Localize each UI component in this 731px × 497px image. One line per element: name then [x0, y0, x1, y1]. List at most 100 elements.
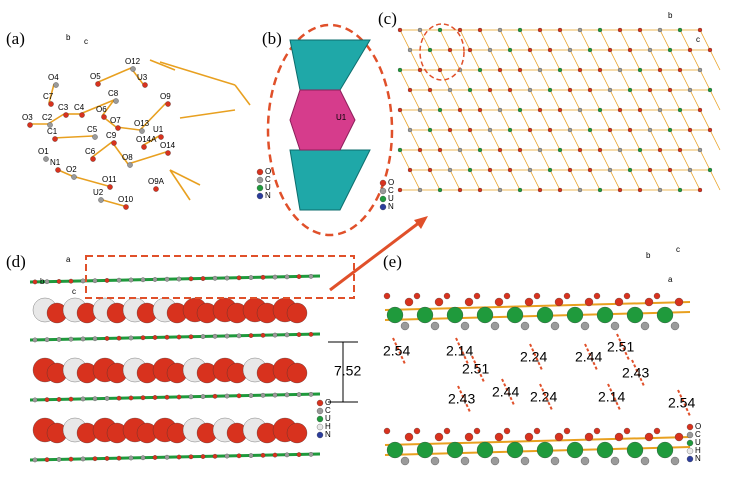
bond — [149, 59, 176, 71]
atom-sphere — [158, 134, 164, 140]
atom-sphere — [111, 140, 117, 146]
atom-label: C4 — [74, 103, 85, 112]
bond — [409, 129, 421, 151]
atom-sphere — [497, 107, 503, 113]
atom-sphere — [101, 114, 107, 120]
atom-sphere — [487, 47, 493, 53]
dashed-ellipse — [266, 23, 394, 237]
atom-label: O10 — [118, 195, 134, 204]
atom-sphere — [386, 441, 404, 459]
atom-sphere — [200, 454, 206, 459]
atom-sphere — [316, 399, 324, 407]
atom-sphere — [567, 87, 573, 93]
bond — [649, 89, 661, 111]
legend-entry: C — [325, 406, 331, 415]
bond — [429, 169, 441, 191]
bond — [679, 109, 691, 131]
bond — [609, 49, 621, 71]
bond — [609, 169, 621, 191]
atom-sphere — [686, 455, 694, 463]
atom-label: C9 — [106, 131, 117, 140]
distance-label: 2.43 — [622, 365, 649, 381]
atom-sphere — [397, 67, 403, 73]
bond — [519, 149, 531, 171]
atom-sphere — [617, 67, 623, 73]
bond — [409, 49, 421, 71]
bond — [399, 149, 411, 171]
atom-sphere — [446, 306, 464, 324]
bond — [139, 102, 167, 131]
atom-sphere — [610, 321, 620, 331]
atom-sphere — [404, 297, 414, 307]
atom-sphere — [98, 197, 104, 203]
atom-sphere — [140, 455, 146, 461]
atom-sphere — [383, 292, 391, 300]
bond — [409, 169, 421, 191]
atom-sphere — [284, 392, 290, 398]
axis-label: b — [40, 277, 45, 286]
atom-sphere — [707, 127, 713, 133]
atom-sphere — [224, 453, 230, 459]
atom-sphere — [533, 292, 541, 300]
atom-sphere — [580, 456, 590, 466]
atom-sphere — [92, 396, 98, 402]
atom-label: C1 — [47, 127, 58, 136]
atom-sphere — [80, 456, 86, 462]
bond — [699, 29, 711, 51]
atom-sphere — [80, 278, 86, 284]
atom-sphere — [687, 87, 693, 93]
atom-sphere — [597, 67, 603, 73]
atom-sphere — [640, 456, 650, 466]
bond — [669, 49, 681, 71]
atom-sphere — [200, 394, 206, 399]
bond — [439, 109, 451, 131]
atom-sphere — [427, 167, 433, 173]
atom-sphere — [527, 47, 533, 53]
atom-sphere — [567, 127, 573, 133]
atom-sphere — [497, 27, 503, 33]
bond — [619, 29, 631, 51]
atom-label: O5 — [90, 72, 101, 81]
atom-sphere — [656, 306, 674, 324]
atom-sphere — [447, 47, 453, 53]
arrow-head — [414, 216, 428, 229]
atom-sphere — [44, 397, 50, 403]
atom-sphere — [687, 167, 693, 173]
bond — [469, 169, 481, 191]
atom-sphere — [113, 98, 119, 104]
atom-sphere — [687, 127, 693, 133]
bond — [459, 149, 471, 171]
bond — [549, 169, 561, 191]
legend-entry: C — [695, 430, 701, 439]
atom-sphere — [490, 456, 500, 466]
dashed-ellipse — [419, 23, 465, 81]
bond — [509, 169, 521, 191]
bond — [579, 109, 591, 131]
atom-sphere — [437, 27, 443, 33]
atom-sphere — [308, 452, 314, 457]
atom-sphere — [56, 279, 62, 284]
atom-sphere — [430, 456, 440, 466]
legend-entry: N — [695, 454, 701, 463]
bond — [141, 135, 160, 147]
bond — [649, 129, 661, 151]
bond — [419, 69, 431, 91]
atom-sphere — [697, 187, 703, 193]
axis-label: b — [646, 251, 651, 260]
atom-sphere — [677, 27, 683, 33]
atom-sphere — [272, 274, 278, 280]
atom-sphere — [537, 107, 543, 113]
atom-sphere — [272, 452, 278, 458]
atom-sphere — [464, 432, 474, 442]
legend-entry: H — [325, 422, 331, 431]
atom-sphere — [467, 167, 473, 173]
atom-sphere — [577, 67, 583, 73]
atom-sphere — [647, 87, 653, 93]
atom-label: C5 — [87, 125, 98, 134]
atom-sphere — [446, 441, 464, 459]
atom-sphere — [550, 321, 560, 331]
bond — [629, 169, 641, 191]
atom-sphere — [697, 147, 703, 153]
atom-sphere — [48, 101, 54, 107]
atom-sphere — [308, 332, 314, 337]
